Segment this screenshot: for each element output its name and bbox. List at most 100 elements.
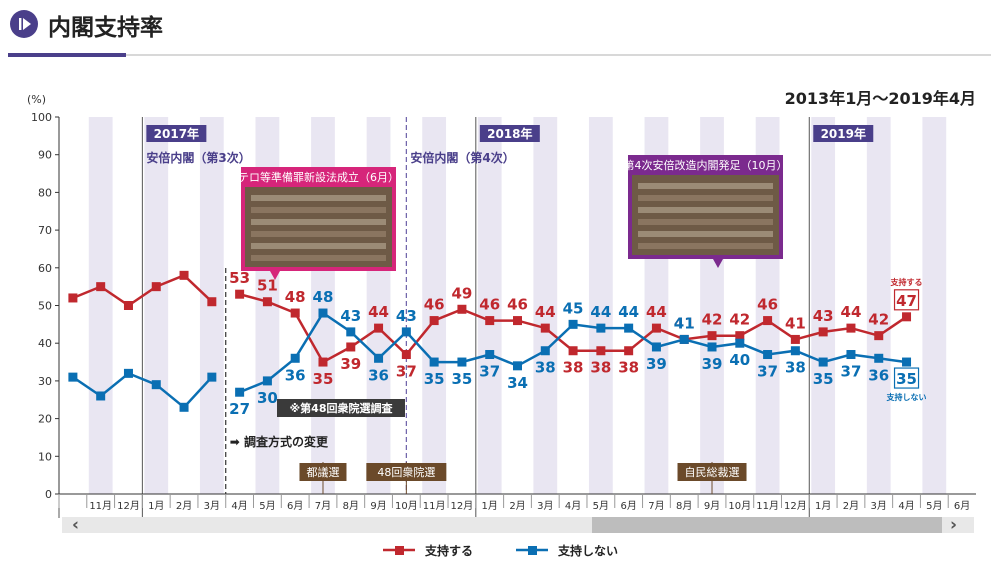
photo-detail [638, 243, 773, 249]
x-tick-label: 12月 [117, 500, 140, 512]
legend-marker [395, 546, 404, 555]
chevron-right-icon[interactable]: › [950, 515, 958, 535]
x-tick-label: 4月 [898, 500, 914, 512]
x-tick-label: 6月 [620, 500, 636, 512]
x-tick-label: 12月 [784, 500, 807, 512]
x-tick-label: 6月 [954, 500, 970, 512]
y-tick-label: 100 [31, 111, 52, 124]
data-point [596, 346, 606, 356]
data-point [818, 327, 828, 337]
month-band [866, 117, 891, 494]
data-point [207, 372, 217, 382]
data-point [568, 346, 578, 356]
data-label: 42 [868, 311, 889, 329]
photo-detail [638, 207, 773, 213]
data-label: 46 [507, 296, 528, 314]
event-badge [299, 463, 347, 481]
photo-detail [251, 195, 386, 201]
month-band [533, 117, 558, 494]
data-point [318, 357, 328, 367]
data-point [846, 350, 856, 360]
x-tick-label: 8月 [676, 500, 692, 512]
cabinet-label: 安倍内閣（第4次） [410, 150, 514, 165]
data-label: 36 [368, 366, 389, 384]
photo-detail [251, 231, 386, 237]
year-badge [813, 125, 874, 142]
photo-detail [638, 219, 773, 225]
event-label: 自民総裁選 [685, 465, 740, 479]
data-point [874, 331, 884, 341]
data-point [735, 331, 745, 341]
title-divider-accent [8, 53, 126, 57]
data-label: 46 [424, 296, 445, 314]
x-tick-label: 3月 [537, 500, 553, 512]
data-point [513, 316, 522, 326]
data-point [457, 357, 467, 367]
cabinet-label: 安倍内閣（第3次） [146, 150, 250, 165]
data-label: 51 [257, 277, 278, 295]
y-tick-label: 90 [38, 149, 52, 162]
data-point [429, 357, 439, 367]
data-label: 37 [841, 363, 862, 381]
month-band [588, 117, 613, 494]
data-label: 42 [729, 311, 750, 329]
data-point [179, 402, 189, 412]
data-point [457, 304, 467, 314]
data-point [902, 312, 912, 322]
data-label: 36 [285, 366, 306, 384]
data-label: 44 [618, 303, 639, 321]
data-point [707, 331, 717, 341]
year-label: 2017年 [154, 126, 199, 141]
month-band [144, 117, 169, 494]
photo-detail [638, 231, 773, 237]
data-label: 46 [479, 296, 500, 314]
event-label: 都議選 [306, 465, 339, 479]
data-point [318, 308, 328, 318]
data-point [290, 353, 300, 363]
data-label: 44 [841, 303, 862, 321]
x-tick-label: 11月 [423, 500, 446, 512]
y-tick-label: 60 [38, 262, 52, 275]
timeline-scrollbar[interactable]: ‹ › [62, 515, 974, 535]
x-tick-label: 2月 [509, 500, 525, 512]
series-end-tag: 支持する [890, 277, 923, 287]
y-tick-label: 50 [38, 300, 52, 313]
data-point [374, 323, 384, 333]
data-point [846, 323, 856, 333]
data-label: 44 [368, 303, 389, 321]
photo-detail [638, 183, 773, 189]
data-point [624, 346, 634, 356]
data-point [679, 334, 689, 344]
data-point [651, 323, 661, 333]
photo-detail [251, 243, 386, 249]
data-point [540, 323, 550, 333]
data-point [790, 346, 800, 356]
data-point [374, 353, 384, 363]
data-point [346, 327, 356, 337]
data-point [123, 301, 133, 310]
photo-detail [251, 219, 386, 225]
scrollbar-thumb[interactable] [592, 517, 942, 533]
chevron-left-icon[interactable]: ‹ [72, 515, 80, 535]
data-label: 53 [229, 269, 250, 287]
data-point [429, 316, 439, 326]
data-point [540, 346, 550, 356]
election-poll-badge [277, 399, 405, 417]
data-point [513, 361, 522, 371]
data-label: 37 [396, 363, 417, 381]
data-label: 38 [785, 359, 806, 377]
last-value-box [893, 367, 920, 389]
x-tick-label: 10月 [395, 500, 418, 512]
period-label: 2013年1月〜2019年4月 [785, 89, 976, 108]
data-label: 48 [285, 288, 306, 306]
y-tick-label: 10 [38, 450, 52, 463]
month-band [477, 117, 502, 494]
data-point [401, 350, 411, 360]
data-label: 35 [313, 370, 334, 388]
data-label: 44 [590, 303, 611, 321]
x-tick-label: 1月 [815, 500, 831, 512]
data-point [735, 338, 745, 348]
x-tick-label: 4月 [231, 500, 247, 512]
data-label: 46 [757, 296, 778, 314]
data-label: 27 [229, 400, 250, 418]
